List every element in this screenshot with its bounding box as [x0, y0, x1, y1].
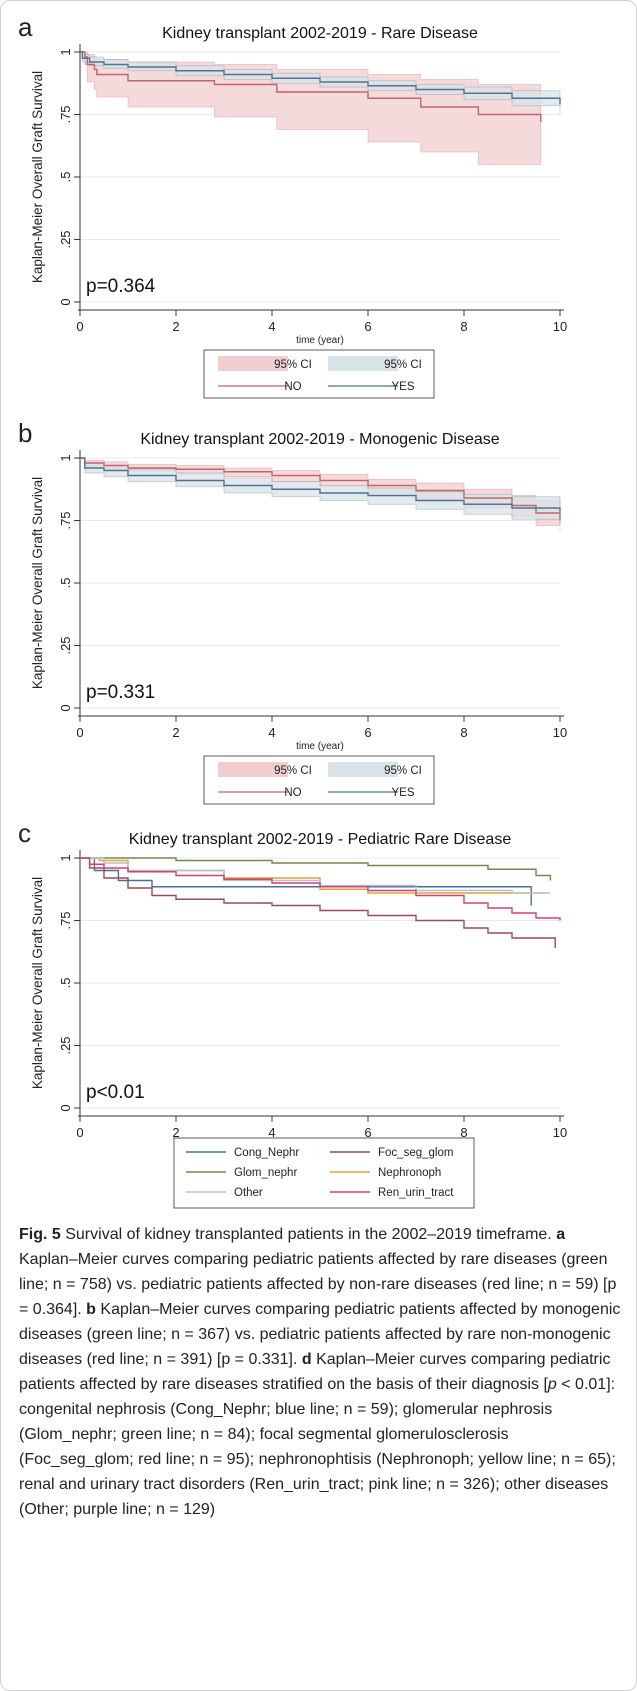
legend-swatch-ci — [218, 762, 288, 777]
series-line-cong_nephr — [80, 857, 532, 906]
x-tick-label: 10 — [553, 319, 567, 334]
chart-panel-a: a Kidney transplant 2002-2019 - Rare Dise… — [18, 12, 567, 399]
legend-label-series: Foc_seg_glom — [378, 1147, 453, 1159]
legend-label-series: YES — [391, 787, 414, 799]
y-tick-label: .75 — [58, 511, 73, 529]
series-line-no — [80, 51, 542, 122]
legend-label-ci: 95% CI — [274, 765, 312, 777]
y-tick-label: .75 — [58, 105, 73, 123]
panel-letter: a — [18, 12, 33, 42]
x-axis-label: time (year) — [296, 741, 344, 752]
caption-label: Fig. 5 — [19, 1226, 61, 1243]
caption-d-label: d — [301, 1351, 312, 1368]
legend-label-series: Other — [234, 1187, 263, 1199]
x-tick-label: 8 — [460, 725, 467, 740]
x-tick-label: 4 — [268, 319, 275, 334]
caption-d-text-1: Kaplan–Meier curves comparing pediatric … — [19, 1351, 611, 1393]
legend-box — [173, 1137, 475, 1209]
y-tick-label: .5 — [58, 578, 73, 589]
legend-swatch-ci — [328, 356, 398, 371]
chart-title: Kidney transplant 2002-2019 - Rare Disea… — [162, 25, 478, 42]
legend: 95% CI NO 95% CI YES — [203, 755, 435, 805]
x-tick-label: 2 — [172, 725, 179, 740]
y-tick-label: .75 — [58, 911, 73, 929]
y-tick-label: 0 — [58, 298, 73, 305]
p-value-label: p=0.364 — [86, 276, 156, 297]
x-tick-label: 6 — [364, 1125, 371, 1140]
legend-label-series: Nephronoph — [378, 1167, 441, 1179]
panel-letter: c — [18, 818, 31, 848]
x-tick-label: 10 — [553, 1125, 567, 1140]
legend-label-ci: 95% CI — [384, 765, 422, 777]
y-tick-label: 1 — [58, 854, 73, 861]
legend-label-ci: 95% CI — [274, 359, 312, 371]
legend: 95% CI NO 95% CI YES — [203, 349, 435, 399]
x-tick-label: 10 — [553, 725, 567, 740]
panel-letter: b — [18, 418, 32, 448]
x-tick-label: 0 — [76, 1125, 83, 1140]
x-tick-label: 0 — [76, 319, 83, 334]
x-tick-label: 2 — [172, 319, 179, 334]
legend-label-ci: 95% CI — [384, 359, 422, 371]
x-tick-label: 0 — [76, 725, 83, 740]
caption-b-text: Kaplan–Meier curves comparing pediatric … — [19, 1301, 621, 1368]
y-tick-label: 0 — [58, 704, 73, 711]
chart-panel-b: b Kidney transplant 2002-2019 - Monogenic… — [18, 418, 567, 805]
caption-a-label: a — [556, 1226, 566, 1243]
caption-d-p: p — [547, 1376, 557, 1393]
y-axis-label: Kaplan-Meier Overall Graft Survival — [30, 877, 45, 1089]
x-axis-label: time (year) — [296, 335, 344, 346]
y-tick-label: 1 — [58, 454, 73, 461]
legend-label-series: YES — [391, 381, 414, 393]
series-line-glom_nephr — [80, 857, 552, 881]
x-tick-label: 4 — [268, 1125, 275, 1140]
series-line-yes — [80, 457, 561, 512]
chart-panel-c: c Kidney transplant 2002-2019 - Pediatric… — [18, 818, 567, 1209]
figure-caption: Fig. 5 Survival of kidney transplanted p… — [19, 1222, 623, 1522]
x-tick-label: 2 — [172, 1125, 179, 1140]
caption-d-text-2: < 0.01]: congenital nephrosis (Cong_Neph… — [19, 1376, 616, 1518]
y-tick-label: .5 — [58, 172, 73, 183]
x-tick-label: 8 — [460, 319, 467, 334]
y-tick-label: .25 — [58, 636, 73, 654]
series-line-yes — [80, 51, 561, 105]
legend-label-series: NO — [284, 787, 301, 799]
ci-band-yes — [80, 51, 561, 115]
y-axis-label: Kaplan-Meier Overall Graft Survival — [30, 477, 45, 689]
x-tick-label: 6 — [364, 725, 371, 740]
y-axis-label: Kaplan-Meier Overall Graft Survival — [30, 71, 45, 283]
legend-label-series: Cong_Nephr — [234, 1147, 299, 1159]
y-tick-label: .25 — [58, 1036, 73, 1054]
legend: Cong_Nephr Foc_seg_glom Glom_nephr Nephrono… — [173, 1137, 475, 1209]
chart-title: Kidney transplant 2002-2019 - Pediatric … — [129, 831, 512, 848]
x-tick-label: 4 — [268, 725, 275, 740]
legend-swatch-ci — [328, 762, 398, 777]
y-tick-label: 1 — [58, 48, 73, 55]
x-tick-label: 8 — [460, 1125, 467, 1140]
y-tick-label: 0 — [58, 1104, 73, 1111]
y-tick-label: .5 — [58, 978, 73, 989]
caption-b-label: b — [86, 1301, 96, 1318]
caption-a-text: Kaplan–Meier curves comparing pediatric … — [19, 1251, 617, 1318]
chart-title: Kidney transplant 2002-2019 - Monogenic … — [140, 431, 499, 448]
series-line-no — [80, 457, 561, 521]
series-line-ren_urin_tract — [80, 857, 561, 921]
p-value-label: p<0.01 — [86, 1082, 145, 1103]
p-value-label: p=0.331 — [86, 682, 155, 703]
x-tick-label: 6 — [364, 319, 371, 334]
legend-label-series: NO — [284, 381, 301, 393]
y-tick-label: .25 — [58, 230, 73, 248]
legend-swatch-ci — [218, 356, 288, 371]
series-line-foc_seg_glom — [80, 857, 556, 948]
caption-intro: Survival of kidney transplanted patients… — [65, 1226, 557, 1243]
legend-label-series: Glom_nephr — [234, 1167, 297, 1179]
legend-label-series: Ren_urin_tract — [378, 1187, 454, 1199]
